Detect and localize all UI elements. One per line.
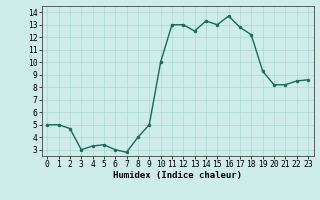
X-axis label: Humidex (Indice chaleur): Humidex (Indice chaleur) xyxy=(113,171,242,180)
